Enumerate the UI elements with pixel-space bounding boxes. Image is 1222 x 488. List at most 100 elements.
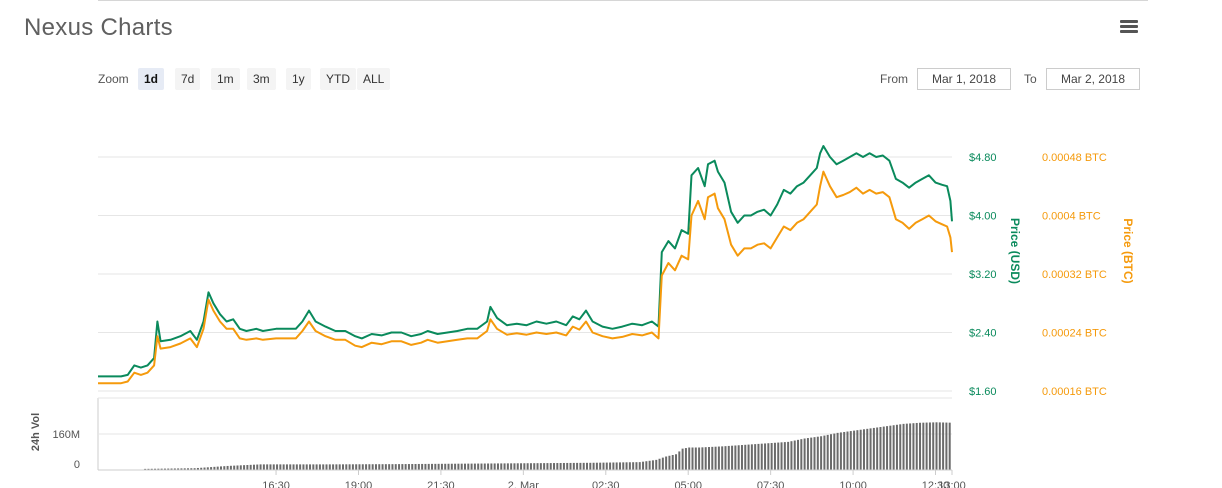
from-date-input[interactable]: Mar 1, 2018 [917,68,1011,90]
volume-bar [684,448,687,470]
volume-bar [843,431,846,470]
btc-axis-title: Price (BTC) [1121,218,1135,283]
volume-bar [526,463,529,470]
volume-bar [905,423,908,470]
volume-bar [935,422,938,470]
volume-bar [322,464,325,470]
volume-bar [546,463,549,470]
volume-bar [355,464,358,470]
zoom-1y-button[interactable]: 1y [286,68,311,90]
volume-bar [464,463,466,470]
from-label: From [880,72,908,86]
volume-bar [302,464,305,470]
zoom-1m-button[interactable]: 1m [211,68,240,90]
volume-bar [157,468,160,470]
volume-bar [417,463,420,470]
volume-bar [348,464,351,470]
volume-bar [945,422,948,470]
volume-bar [427,463,430,470]
volume-bar [919,422,922,470]
volume-bar [938,422,941,470]
volume-bar [813,437,816,470]
volume-bar [895,424,898,470]
volume-bar [457,463,460,470]
volume-bar [523,463,526,470]
volume-bar [589,462,592,470]
volume-bar [259,464,262,470]
volume-bar [371,464,374,470]
zoom-3m-button[interactable]: 3m [247,68,276,90]
volume-bar [490,463,493,470]
volume-bar [269,464,272,470]
volume-bar [434,463,437,470]
volume-bar [312,464,315,470]
volume-bar [398,464,401,470]
volume-bar [721,446,724,470]
volume-bar [450,463,453,470]
volume-bar [229,465,232,470]
volume-bar [516,463,519,470]
volume-bar [338,464,341,470]
zoom-label: Zoom [98,72,129,86]
volume-bar [539,463,542,470]
volume-bar [665,456,668,470]
volume-bar [454,463,457,470]
top-border [98,0,1148,1]
to-date-input[interactable]: Mar 2, 2018 [1046,68,1140,90]
volume-bar [305,464,308,470]
volume-bar [361,464,364,470]
volume-bar [177,468,180,470]
volume-bar [150,468,153,470]
volume-bar [783,442,786,470]
zoom-1d-button[interactable]: 1d [138,68,165,90]
volume-bar [615,462,618,470]
volume-bar [839,432,842,470]
volume-bar [767,443,770,470]
usd-tick-label: $4.80 [969,152,997,164]
volume-bar [820,436,823,470]
volume-bar [325,464,328,470]
volume-bar [345,464,348,470]
x-tick-label: 12:30 [922,480,950,488]
zoom-7d-button[interactable]: 7d [175,68,201,90]
volume-bar [147,468,150,470]
volume-bar [612,462,615,470]
volume-bar [477,463,480,470]
volume-bar [335,464,338,470]
volume-bar [701,447,704,470]
volume-bar [368,464,371,470]
hamburger-menu-icon[interactable] [1120,20,1138,34]
volume-bar [740,445,743,470]
volume-bar [407,464,410,470]
volume-bar [625,462,628,470]
zoom-all-button[interactable]: ALL [357,68,391,90]
volume-bar [671,455,674,470]
volume-bar [342,464,344,470]
volume-bar [675,454,678,470]
volume-bar [309,464,312,470]
volume-bar [285,464,288,470]
volume-bar [872,427,875,470]
page-title: Nexus Charts [24,14,173,41]
volume-bar [764,443,767,470]
volume-bar [496,463,499,470]
zoom-ytd-button[interactable]: YTD [320,68,356,90]
volume-bar [899,424,902,470]
volume-bar [737,445,740,470]
volume-bar [576,462,579,470]
btc-tick-label: 0.00048 BTC [1042,152,1107,164]
volume-bar [262,464,265,470]
volume-bar [750,444,753,470]
volume-tick-label: 160M [52,429,80,441]
usd-tick-label: $4.00 [969,211,997,223]
volume-bar [421,463,424,470]
volume-bar [487,463,490,470]
volume-bar [806,438,809,470]
volume-bar [289,464,292,470]
volume-bar [928,422,931,470]
x-tick-label: 07:30 [757,480,785,488]
volume-bar [681,448,684,470]
volume-bar [543,463,546,470]
volume-bar [440,463,443,470]
